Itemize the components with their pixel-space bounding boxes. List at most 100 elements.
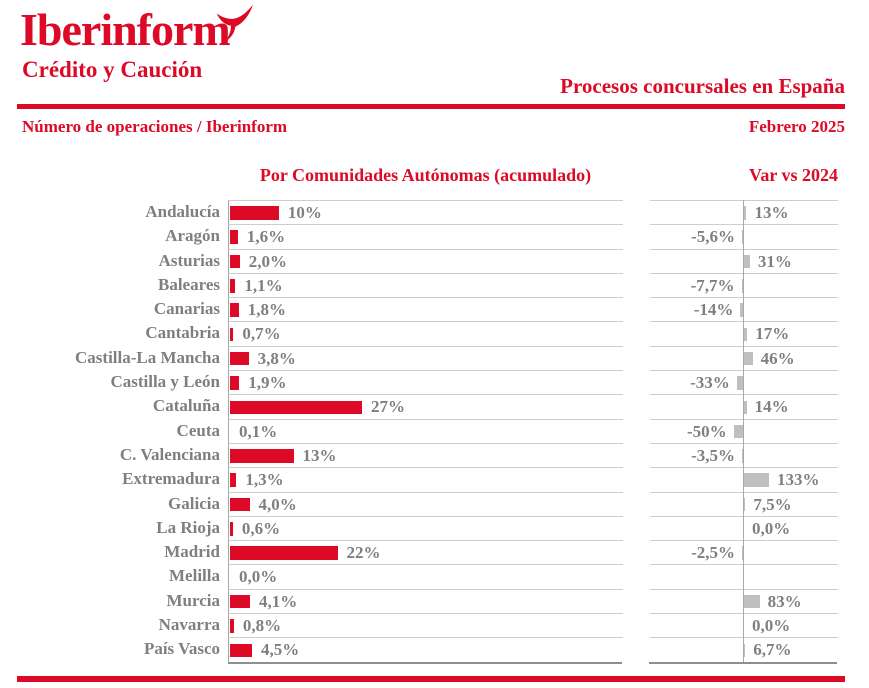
chart-gap: [623, 613, 650, 637]
acumulado-value: 27%: [371, 397, 405, 417]
acumulado-bar: [230, 619, 234, 633]
var-value: -5,6%: [691, 227, 735, 247]
var-cell: -33%: [650, 370, 838, 395]
var-value: 17%: [755, 324, 790, 344]
acumulado-value: 1,8%: [247, 300, 287, 320]
var-bar: [741, 230, 743, 244]
table-row: Extremadura 1,3% 133%: [0, 467, 838, 492]
acumulado-value: 3,8%: [257, 348, 296, 368]
acumulado-cell: 1,8%: [228, 297, 623, 322]
var-cell: 83%: [650, 588, 838, 614]
acumulado-bar: [230, 327, 234, 342]
region-label: Aragón: [165, 226, 220, 246]
var-value: 0,0%: [752, 518, 791, 538]
chart-gap: [623, 370, 650, 394]
acumulado-value: 1,1%: [244, 275, 283, 295]
page-title: Procesos concursales en España: [560, 74, 845, 98]
var-bar: [744, 594, 760, 609]
var-cell: -2,5%: [650, 540, 838, 565]
region-label: Madrid: [164, 542, 220, 562]
table-row: Cantabria 0,7% 17%: [0, 321, 838, 347]
var-value: -33%: [690, 373, 730, 393]
acumulado-cell: 4,1%: [228, 588, 623, 614]
var-cell: [650, 564, 838, 590]
var-value: 0,0%: [752, 616, 791, 636]
acumulado-cell: 13%: [228, 442, 623, 468]
region-label: Navarra: [158, 615, 220, 635]
acumulado-cell: 10%: [228, 200, 623, 225]
table-row: Baleares 1,1% -7,7%: [0, 272, 838, 298]
chart-gap: [623, 516, 650, 540]
region-label: Galicia: [168, 493, 220, 513]
table-row: País Vasco 4,5% 6,7%: [0, 637, 838, 662]
chart-rows: Andalucía 10% 13% Aragón 1,6% -5,6% Asturias 2,…: [0, 200, 838, 664]
acumulado-cell: 22%: [228, 540, 623, 565]
acumulado-cell: 3,8%: [228, 345, 623, 371]
acumulado-value: 0,0%: [239, 567, 278, 587]
acumulado-bar: [230, 351, 249, 366]
var-value: 7,5%: [753, 494, 792, 514]
var-bar: [744, 497, 746, 512]
table-row: Cataluña 27% 14%: [0, 394, 838, 419]
acumulado-cell: 1,9%: [228, 370, 623, 395]
table-row: Madrid 22% -2,5%: [0, 540, 838, 565]
var-value: -3,5%: [691, 445, 735, 465]
table-row: Ceuta 0,1% -50%: [0, 418, 838, 444]
chart-gap: [623, 637, 650, 661]
acumulado-cell: 27%: [228, 394, 623, 419]
acumulado-value: 10%: [287, 203, 322, 222]
acumulado-cell: 0,6%: [228, 515, 623, 541]
acumulado-cell: 1,1%: [228, 272, 623, 298]
logo-subtext: Crédito y Caución: [22, 57, 203, 82]
chart-title-var: Var vs 2024: [748, 165, 838, 185]
acumulado-value: 1,3%: [245, 470, 284, 490]
acumulado-bar: [230, 230, 238, 244]
var-cell: 17%: [650, 321, 838, 347]
table-row: La Rioja 0,6% 0,0%: [0, 515, 838, 541]
subtitle-source: Número de operaciones / Iberinform: [22, 117, 288, 136]
chart-gap: [623, 589, 650, 613]
table-row: Murcia 4,1% 83%: [0, 588, 838, 614]
acumulado-value: 4,0%: [258, 494, 297, 514]
var-value: 83%: [767, 591, 802, 611]
chart-gap: [623, 467, 650, 491]
region-label: Castilla y León: [110, 372, 220, 392]
acumulado-value: 1,6%: [246, 227, 286, 247]
acumulado-value: 0,8%: [242, 616, 282, 636]
region-label: C. Valenciana: [119, 444, 220, 464]
chart-gap: [623, 273, 650, 297]
var-cell: 46%: [650, 345, 838, 371]
var-bar: [736, 376, 743, 390]
var-bar: [744, 473, 769, 487]
table-row: Canarias 1,8% -14%: [0, 297, 838, 322]
region-label: Canarias: [153, 299, 220, 319]
acumulado-cell: 0,1%: [228, 418, 623, 443]
acumulado-cell: 4,5%: [228, 637, 623, 662]
acumulado-value: 0,7%: [242, 324, 281, 344]
acumulado-cell: 0,8%: [228, 613, 623, 638]
table-row: Galicia 4,0% 7,5%: [0, 491, 838, 517]
region-label: Castilla-La Mancha: [75, 347, 220, 367]
var-bar: [741, 279, 743, 293]
region-label: Andalucía: [145, 202, 220, 221]
region-label: País Vasco: [143, 639, 220, 659]
var-value: 133%: [777, 470, 820, 490]
var-cell: -7,7%: [650, 272, 838, 298]
baseline-left: [228, 661, 622, 664]
var-value: -7,7%: [690, 275, 735, 295]
table-row: Castilla-La Mancha 3,8% 46%: [0, 345, 838, 371]
acumulado-value: 2,0%: [248, 251, 288, 271]
table-row: Asturias 2,0% 31%: [0, 248, 838, 274]
var-value: -14%: [693, 300, 734, 320]
var-cell: 7,5%: [650, 491, 838, 517]
acumulado-cell: 1,6%: [228, 224, 623, 249]
footer-rule: [17, 676, 845, 682]
region-label: Asturias: [158, 250, 220, 270]
var-cell: 6,7%: [650, 637, 838, 662]
bird-logo-icon: [216, 4, 253, 43]
region-label: Baleares: [157, 274, 220, 294]
var-value: 13%: [754, 203, 789, 222]
table-row: Andalucía 10% 13%: [0, 200, 838, 225]
var-bar: [744, 206, 747, 220]
acumulado-value: 0,1%: [239, 421, 278, 441]
